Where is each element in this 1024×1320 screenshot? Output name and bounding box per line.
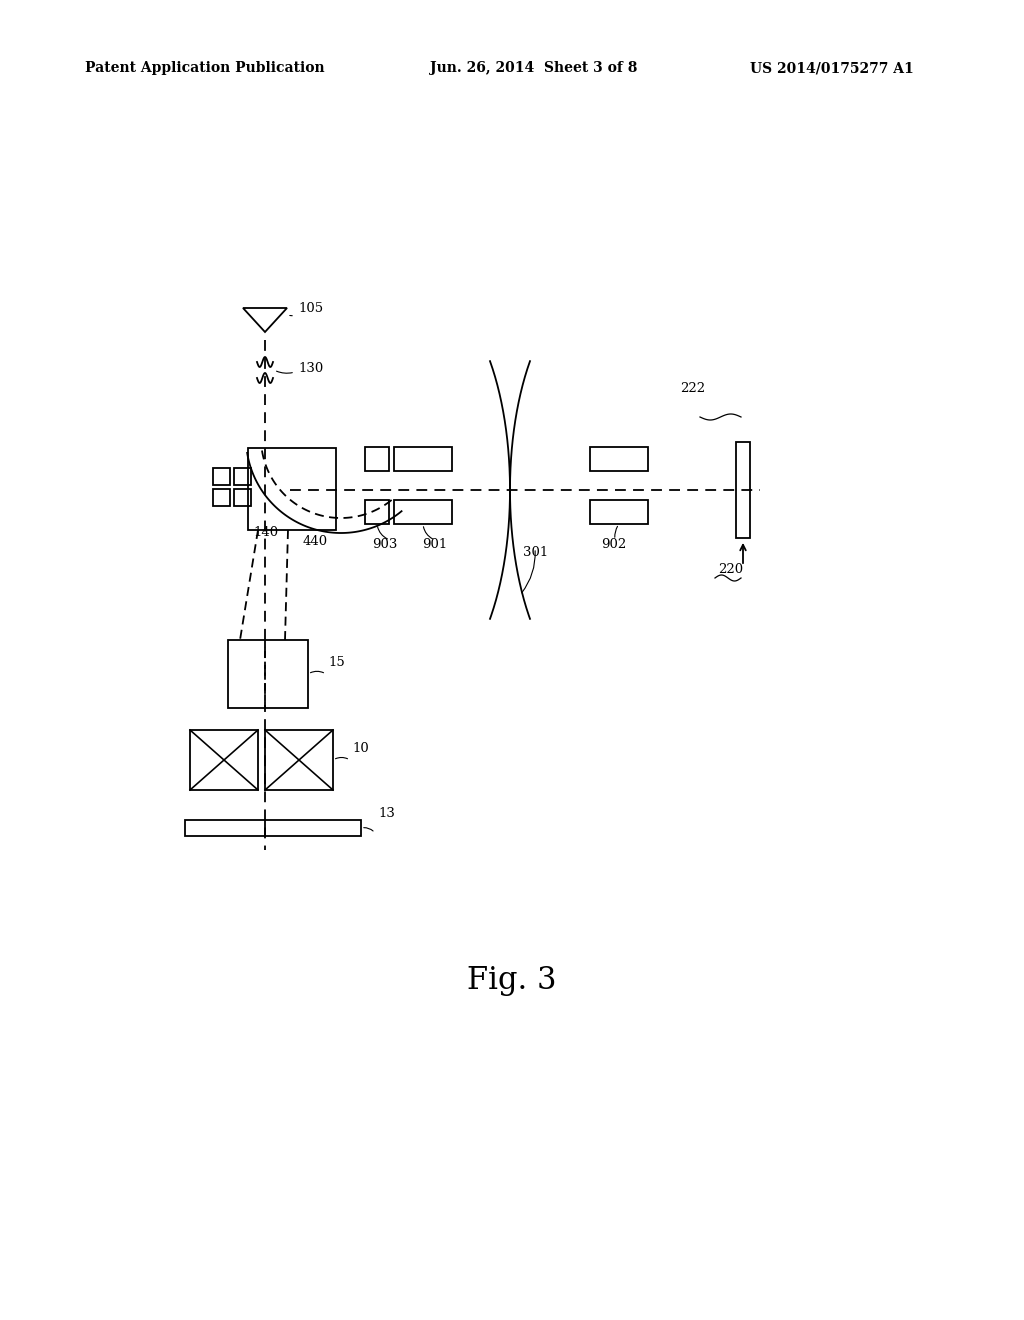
Bar: [394, 447, 452, 471]
Bar: [248, 447, 336, 531]
Text: Jun. 26, 2014  Sheet 3 of 8: Jun. 26, 2014 Sheet 3 of 8: [430, 61, 637, 75]
Text: 10: 10: [352, 742, 369, 755]
Bar: [590, 500, 648, 524]
Text: 301: 301: [523, 546, 548, 558]
Text: US 2014/0175277 A1: US 2014/0175277 A1: [750, 61, 913, 75]
Text: 15: 15: [328, 656, 345, 669]
Text: 140: 140: [253, 525, 279, 539]
Bar: [228, 640, 308, 708]
Bar: [234, 469, 251, 484]
Text: 903: 903: [372, 539, 397, 550]
Text: 902: 902: [601, 539, 627, 550]
Bar: [365, 447, 389, 471]
Text: 220: 220: [718, 564, 743, 576]
Text: Fig. 3: Fig. 3: [467, 965, 557, 995]
Bar: [365, 500, 389, 524]
Text: 13: 13: [378, 807, 395, 820]
Text: Patent Application Publication: Patent Application Publication: [85, 61, 325, 75]
Bar: [213, 488, 230, 506]
Bar: [185, 820, 361, 836]
Text: 440: 440: [303, 535, 328, 548]
Bar: [590, 447, 648, 471]
Text: 105: 105: [298, 301, 324, 314]
Bar: [736, 442, 750, 539]
Text: 130: 130: [298, 362, 324, 375]
Text: 901: 901: [422, 539, 447, 550]
Bar: [234, 488, 251, 506]
Bar: [213, 469, 230, 484]
Bar: [190, 730, 258, 789]
Bar: [394, 500, 452, 524]
Text: 222: 222: [680, 381, 706, 395]
Bar: [265, 730, 333, 789]
